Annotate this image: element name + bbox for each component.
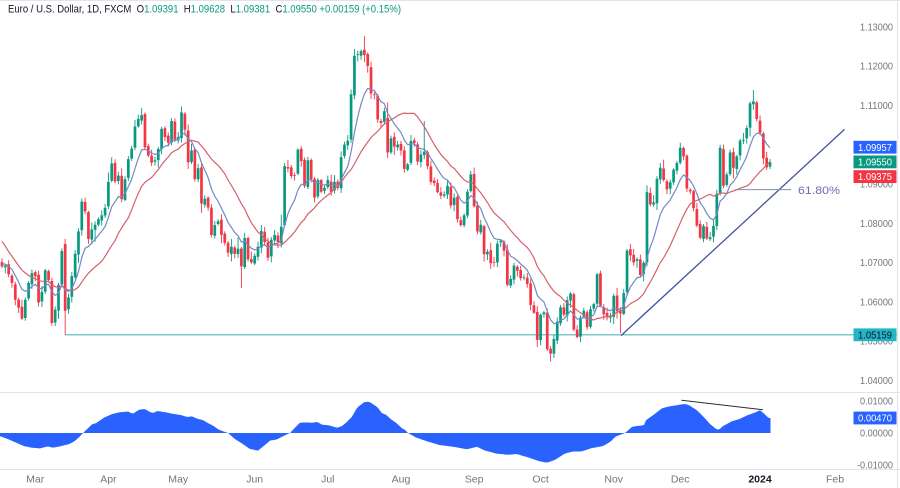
svg-text:Nov: Nov <box>604 474 623 486</box>
svg-text:1.09957: 1.09957 <box>858 142 892 154</box>
svg-text:1.09375: 1.09375 <box>858 171 892 183</box>
svg-text:Jun: Jun <box>246 474 263 486</box>
svg-text:1.12000: 1.12000 <box>860 61 893 73</box>
svg-text:1.13000: 1.13000 <box>860 21 893 33</box>
svg-text:1.07000: 1.07000 <box>860 257 893 269</box>
svg-text:Apr: Apr <box>100 474 117 486</box>
svg-text:Oct: Oct <box>532 474 548 486</box>
svg-text:1.08000: 1.08000 <box>860 218 893 230</box>
svg-text:Aug: Aug <box>392 474 411 486</box>
svg-text:1.05159: 1.05159 <box>858 329 892 341</box>
svg-text:Jul: Jul <box>321 474 334 486</box>
svg-text:1.06000: 1.06000 <box>860 296 893 308</box>
svg-text:1.11000: 1.11000 <box>860 100 893 112</box>
svg-text:0.01000: 0.01000 <box>860 396 893 408</box>
svg-text:1.04000: 1.04000 <box>860 375 893 387</box>
svg-text:Mar: Mar <box>26 474 45 486</box>
svg-text:May: May <box>168 474 189 486</box>
svg-text:0.00470: 0.00470 <box>858 413 892 425</box>
svg-text:Euro / U.S. Dollar, 1D, FXCM: Euro / U.S. Dollar, 1D, FXCM O1.09391 H1… <box>8 4 401 16</box>
svg-text:Dec: Dec <box>671 474 690 486</box>
svg-text:2024: 2024 <box>748 474 772 486</box>
svg-text:0.00000: 0.00000 <box>860 428 893 440</box>
svg-text:-0.01000: -0.01000 <box>857 460 893 472</box>
svg-text:Sep: Sep <box>465 474 484 486</box>
svg-text:61.80%: 61.80% <box>798 185 840 197</box>
svg-text:Feb: Feb <box>826 474 844 486</box>
svg-text:1.09550: 1.09550 <box>858 157 892 169</box>
